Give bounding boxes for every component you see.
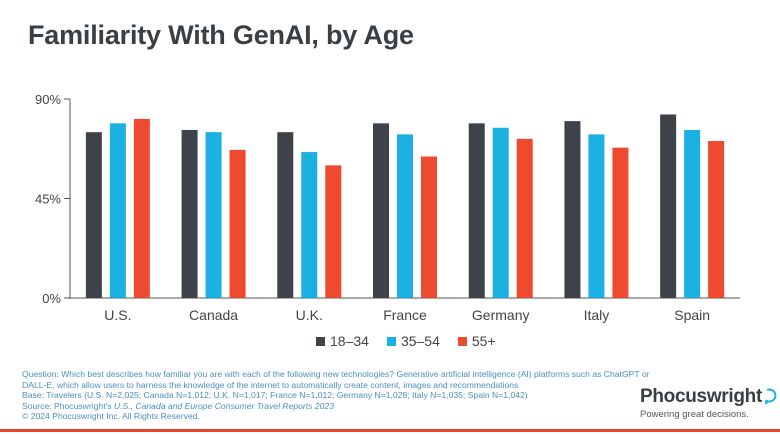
bar <box>301 152 318 298</box>
bar <box>564 121 581 298</box>
bar <box>181 129 198 298</box>
speech-bubble-icon <box>765 388 777 405</box>
bar <box>277 132 294 298</box>
legend-label-35-54: 35–54 <box>400 333 440 349</box>
legend-item-18-34: 18–34 <box>316 333 369 349</box>
x-category-label: Spain <box>674 307 710 323</box>
footnote-base: Base: Travelers (U.S. N=2,025; Canada N=… <box>22 390 528 401</box>
bar <box>468 123 485 298</box>
logo-name: Phocuswright <box>640 386 763 407</box>
legend-item-55-plus: 55+ <box>457 333 496 349</box>
logo-wordmark: Phocuswright <box>640 386 779 408</box>
legend-swatch-35-54 <box>386 336 396 346</box>
y-tick-label: 90% <box>35 92 61 107</box>
footnote-question-line1: Question: Which best describes how famil… <box>22 369 650 379</box>
bar <box>109 123 126 298</box>
y-tick-label: 45% <box>35 192 61 207</box>
bar <box>397 134 413 298</box>
bar <box>421 156 437 298</box>
x-category-label: Germany <box>472 307 530 323</box>
y-tick-label: 0% <box>42 291 61 306</box>
legend-label-55-plus: 55+ <box>471 333 496 349</box>
footnote-source: Source: Phocuswright's U.S., Canada and … <box>22 401 642 412</box>
phocuswright-logo: Phocuswright Powering great decisions. <box>640 386 779 420</box>
footnote-question-line2: DALL-E, which allow users to harness the… <box>22 379 519 390</box>
x-category-label: Canada <box>189 307 238 323</box>
chart-title: Familiarity With GenAI, by Age <box>28 20 414 50</box>
legend-item-35-54: 35–54 <box>386 333 440 349</box>
bottom-accent-rule <box>0 429 780 432</box>
chart-footnote: Question: Which best describes how famil… <box>22 369 650 422</box>
x-category-label: France <box>383 307 427 323</box>
bar <box>492 127 509 298</box>
footnote-source-report: U.S., Canada and Europe Consumer Travel … <box>113 400 334 411</box>
bar <box>373 123 389 298</box>
bar <box>708 141 725 298</box>
footnote-source-prefix: Source: Phocuswright's <box>22 400 114 411</box>
bar <box>660 114 677 298</box>
logo-tagline: Powering great decisions. <box>640 409 749 420</box>
bar <box>612 147 629 298</box>
bar <box>133 118 150 299</box>
legend-label-18-34: 18–34 <box>330 333 369 349</box>
bar <box>684 129 701 298</box>
bar-chart: 0% 45% 90% U.S. Canada U.K. France Germany Italy… <box>35 92 740 323</box>
bar <box>205 132 222 298</box>
bar <box>325 165 342 298</box>
bar <box>85 132 102 298</box>
bar <box>229 149 246 298</box>
x-category-label: Italy <box>584 307 610 323</box>
x-category-label: U.S. <box>104 307 131 323</box>
bar <box>588 134 605 298</box>
chart-legend: 18–34 35–54 55+ <box>316 333 496 349</box>
footnote-copyright: © 2024 Phocuswright Inc. All Rights Rese… <box>22 411 200 422</box>
bar <box>516 138 533 298</box>
legend-swatch-55-plus <box>457 336 467 346</box>
x-category-label: U.K. <box>296 307 323 323</box>
legend-swatch-18-34 <box>316 336 325 346</box>
